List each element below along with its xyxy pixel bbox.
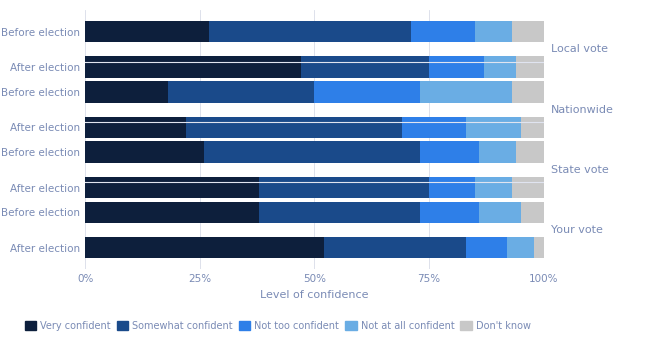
Bar <box>209 21 411 42</box>
Bar <box>85 202 259 223</box>
Bar <box>512 21 544 42</box>
Bar <box>204 141 420 163</box>
Bar <box>429 177 475 198</box>
Bar <box>85 141 204 163</box>
Text: Nationwide: Nationwide <box>551 105 614 115</box>
Bar <box>479 202 521 223</box>
Bar <box>521 117 544 138</box>
Bar <box>516 57 544 78</box>
Bar <box>484 57 516 78</box>
Bar <box>85 237 324 258</box>
Bar <box>466 117 521 138</box>
Bar <box>259 202 420 223</box>
Bar <box>429 57 484 78</box>
Bar <box>420 81 512 102</box>
Bar <box>475 21 512 42</box>
Legend: Very confident, Somewhat confident, Not too confident, Not at all confident, Don: Very confident, Somewhat confident, Not … <box>25 321 531 331</box>
Text: Your vote: Your vote <box>551 225 603 235</box>
Bar <box>512 177 544 198</box>
Bar <box>186 117 402 138</box>
Bar <box>85 21 209 42</box>
X-axis label: Level of confidence: Level of confidence <box>260 289 369 299</box>
Bar <box>507 237 534 258</box>
Bar <box>475 177 512 198</box>
Bar <box>521 202 544 223</box>
Text: State vote: State vote <box>551 165 608 175</box>
Bar <box>516 141 544 163</box>
Bar <box>314 81 420 102</box>
Bar <box>324 237 466 258</box>
Bar <box>512 81 544 102</box>
Bar <box>479 141 516 163</box>
Bar <box>85 177 259 198</box>
Bar <box>420 202 479 223</box>
Bar <box>534 237 544 258</box>
Bar <box>402 117 466 138</box>
Bar <box>411 21 475 42</box>
Bar <box>259 177 429 198</box>
Bar <box>301 57 429 78</box>
Bar <box>85 117 186 138</box>
Bar <box>420 141 479 163</box>
Bar <box>85 81 168 102</box>
Bar <box>85 57 301 78</box>
Text: Local vote: Local vote <box>551 45 608 55</box>
Bar <box>168 81 314 102</box>
Bar <box>466 237 507 258</box>
